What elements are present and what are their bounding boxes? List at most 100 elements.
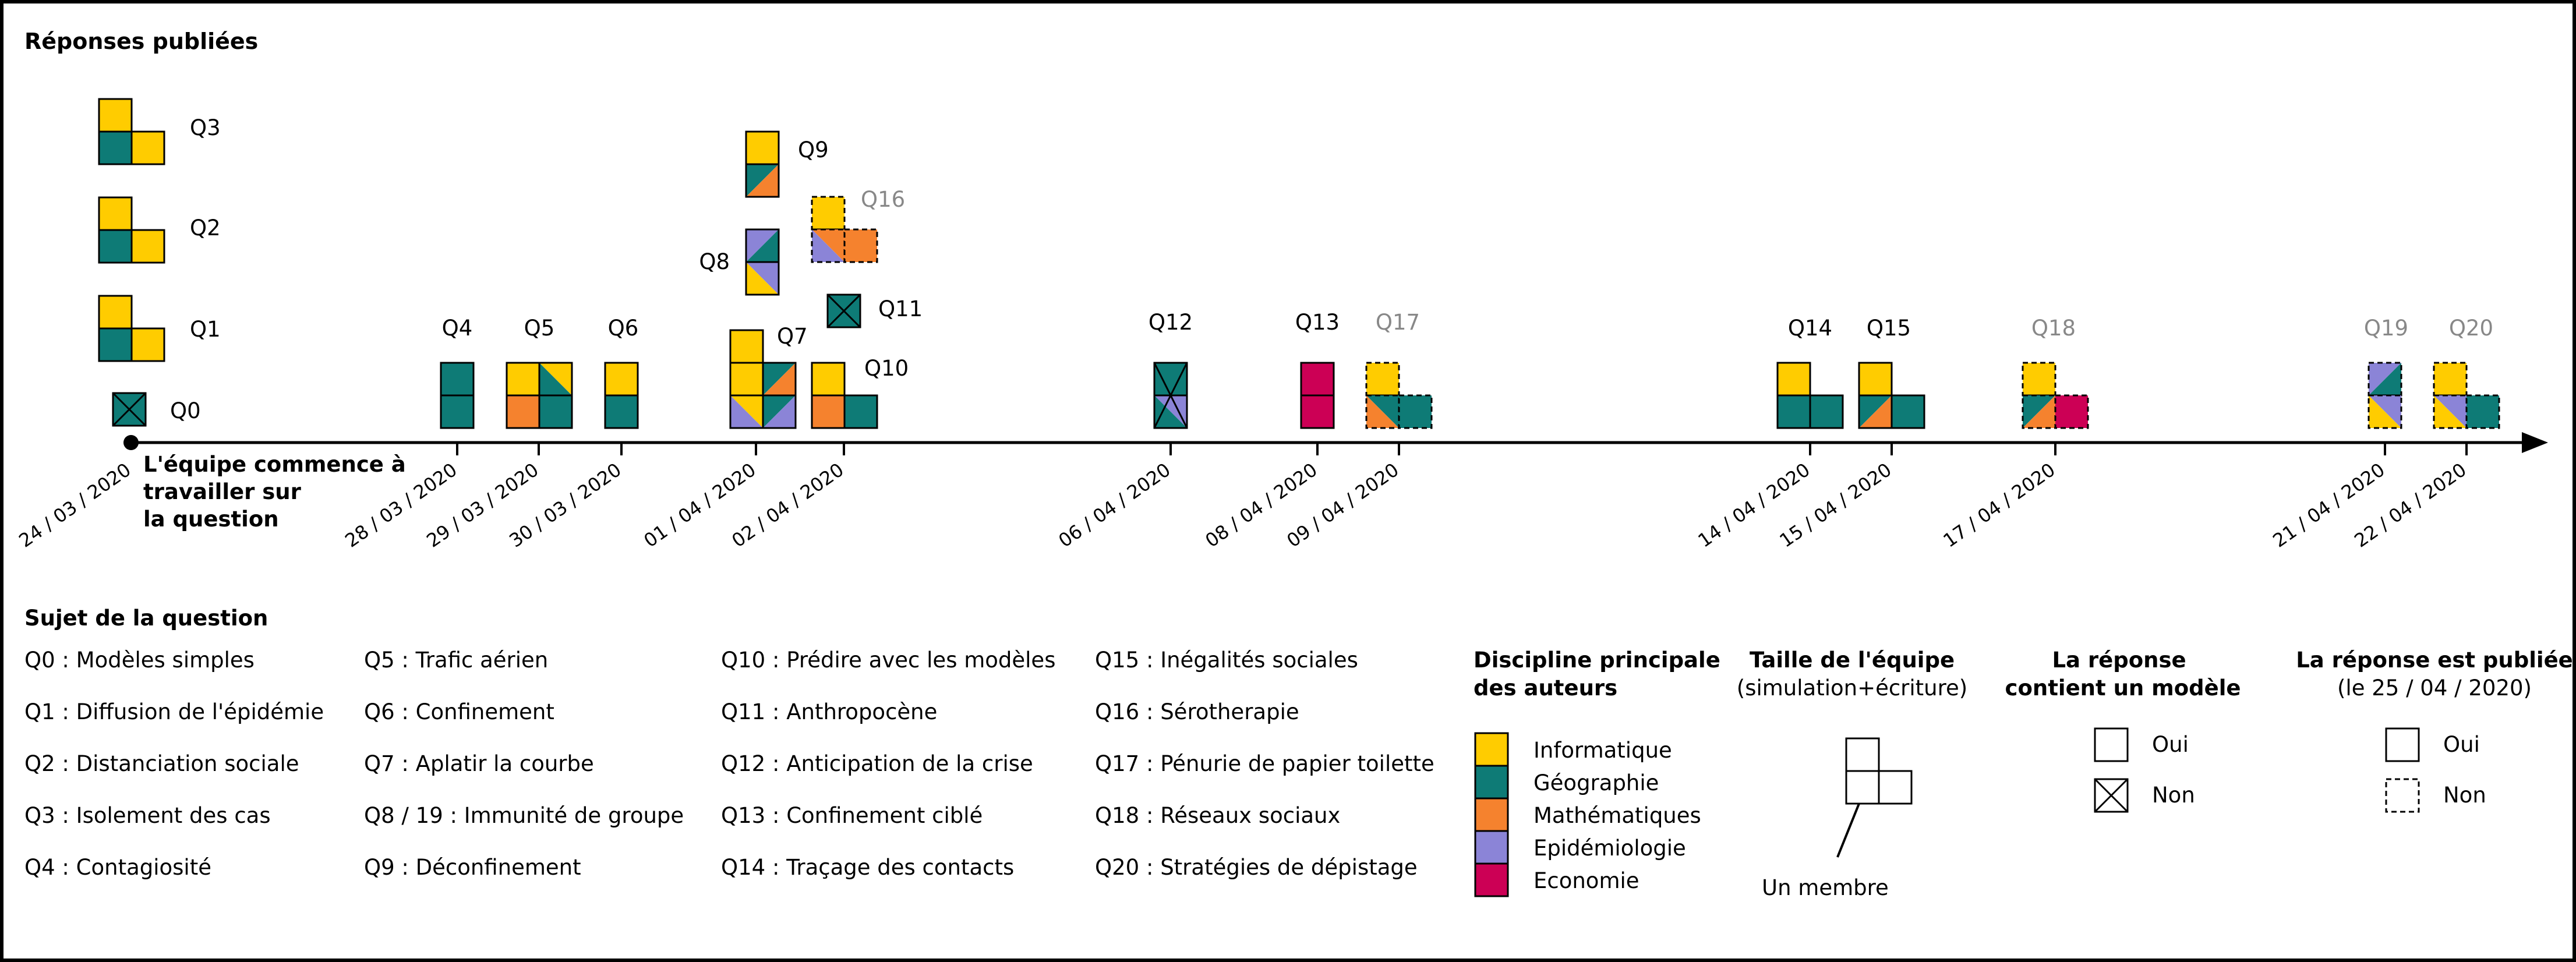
question-label-q12: Q12 [1149, 310, 1193, 335]
subject-item: Q15 : Inégalités sociales [1095, 648, 1358, 673]
discipline-swatch [1474, 765, 1509, 800]
team-member-square [98, 98, 133, 133]
no-model-cross [112, 392, 147, 427]
no-model-cross [1153, 362, 1188, 429]
team-member-square [811, 228, 846, 263]
question-label-q2: Q2 [190, 215, 221, 240]
team-member-square [1300, 362, 1335, 397]
subject-item: Q10 : Prédire avec les modèles [721, 648, 1055, 673]
team-member-square [2433, 362, 2468, 397]
question-label-q13: Q13 [1295, 310, 1340, 335]
question-label-q14: Q14 [1788, 316, 1832, 341]
subject-item: Q3 : Isolement des cas [24, 803, 271, 828]
legend-model-yes-box [2094, 727, 2129, 762]
team-member-square [811, 394, 846, 429]
question-label-q17: Q17 [1376, 310, 1420, 335]
question-label-q4: Q4 [442, 316, 473, 341]
team-member-square [98, 295, 133, 330]
subject-item: Q4 : Contagiosité [24, 855, 211, 880]
subject-item: Q17 : Pénurie de papier toilette [1095, 751, 1434, 776]
team-member-square [538, 394, 573, 429]
question-label-q0: Q0 [170, 398, 201, 423]
subject-item: Q1 : Diffusion de l'épidémie [24, 699, 324, 724]
legend-published-no-box [2385, 778, 2420, 813]
subject-item: Q14 : Traçage des contacts [721, 855, 1014, 880]
discipline-swatch [1474, 830, 1509, 865]
question-label-q9: Q9 [798, 137, 829, 162]
question-label-q1: Q1 [190, 317, 221, 342]
team-member-square [1153, 362, 1188, 397]
question-label-q10: Q10 [864, 356, 909, 381]
team-member-square [98, 196, 133, 231]
legend-published-title: La réponse est publiée [2296, 648, 2573, 673]
team-member-square [2367, 394, 2402, 429]
subject-item: Q0 : Modèles simples [24, 648, 255, 673]
no-model-cross [826, 293, 861, 328]
subject-item: Q9 : Déconfinement [364, 855, 581, 880]
team-member-square [1809, 394, 1844, 429]
team-member-square [1365, 394, 1400, 429]
subject-item: Q13 : Confinement ciblé [721, 803, 983, 828]
team-member-square [130, 327, 165, 362]
team-member-square [2022, 362, 2056, 397]
legend-model-no: Non [2152, 783, 2195, 808]
timeline-start-dot [123, 435, 139, 450]
team-member-square [506, 394, 540, 429]
question-label-q7: Q7 [777, 324, 808, 349]
question-label-q20: Q20 [2449, 316, 2493, 341]
team-member-square [1776, 394, 1811, 429]
team-member-square [2022, 394, 2056, 429]
subjects-title: Sujet de la question [24, 606, 268, 631]
question-label-q15: Q15 [1867, 316, 1911, 341]
team-member-square [2433, 394, 2468, 429]
team-member-square [130, 130, 165, 165]
subject-item: Q2 : Distanciation sociale [24, 751, 299, 776]
team-member-square [2367, 362, 2402, 397]
legend-published-yes: Oui [2443, 732, 2480, 757]
legend-published-no: Non [2443, 783, 2486, 808]
team-member-square [1398, 394, 1433, 429]
legend-team-subtitle: (simulation+écriture) [1737, 675, 1967, 701]
legend-discipline-title: Discipline principale des auteurs [1473, 648, 1728, 701]
team-member-square [2465, 394, 2500, 429]
team-member-square [604, 394, 639, 429]
team-member-square [98, 229, 133, 264]
legend-team-title: Taille de l'équipe [1750, 648, 1955, 673]
team-member-square [604, 362, 639, 397]
subject-item: Q16 : Sérotherapie [1095, 699, 1299, 724]
team-member-square [729, 329, 764, 364]
legend-disciplines: Informatique Géographie Mathématiques Epidé… [1474, 732, 1701, 897]
discipline-label: Economie [1533, 868, 1639, 893]
discipline-label: Informatique [1533, 738, 1672, 763]
discipline-label: Epidémiologie [1533, 836, 1686, 861]
team-member-square [538, 362, 573, 397]
legend-model-title: La réponse contient un modèle [2005, 648, 2241, 701]
legend-team-member: Un membre [1762, 875, 1889, 900]
subject-item: Q7 : Aplatir la courbe [364, 751, 594, 776]
subject-item: Q11 : Anthropocène [721, 699, 937, 724]
team-member-square [745, 228, 780, 263]
team-member-square [1858, 362, 1893, 397]
question-label-q11: Q11 [878, 296, 923, 321]
team-member-square [745, 130, 780, 165]
question-label-q8: Q8 [699, 249, 730, 274]
team-member-square [440, 362, 475, 397]
start-note: L'équipe commence à travailler sur la qu… [143, 452, 414, 532]
legend-model-yes: Oui [2152, 732, 2189, 757]
timeline-arrowhead [2522, 432, 2548, 453]
discipline-label: Géographie [1533, 770, 1659, 795]
team-member-square [843, 394, 878, 429]
question-label-q19: Q19 [2364, 316, 2408, 341]
team-member-square [1891, 394, 1925, 429]
team-member-square [729, 362, 764, 397]
team-member-square [1153, 394, 1188, 429]
team-member-square [729, 394, 764, 429]
team-member-square [130, 229, 165, 264]
team-member-square [1858, 394, 1893, 429]
team-member-square [843, 228, 878, 263]
legend-model-no-box [2094, 778, 2129, 813]
legend-published-yes-box [2385, 727, 2420, 762]
question-label-q3: Q3 [190, 115, 221, 140]
